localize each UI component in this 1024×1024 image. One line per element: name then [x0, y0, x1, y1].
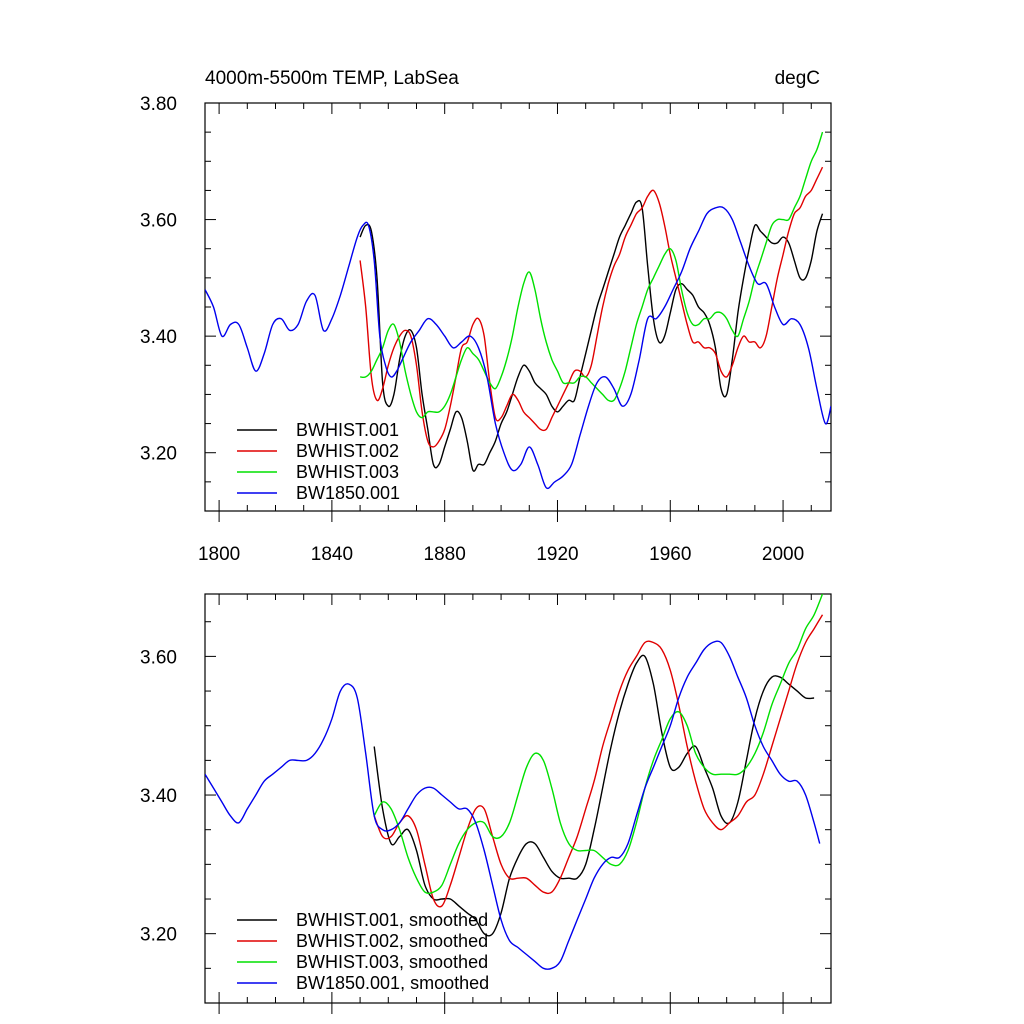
y-tick-label: 3.80 [140, 94, 177, 115]
legend-label: BWHIST.002 [296, 441, 399, 461]
legend-label: BWHIST.003, smoothed [296, 952, 488, 972]
panel-title-right: degC [775, 68, 820, 89]
series-line-bw1850-001 [205, 206, 831, 490]
plot-frame [204, 593, 832, 1004]
x-tick-label: 1920 [536, 544, 578, 565]
series-line-bwhist-002 [359, 166, 824, 448]
chart-panel-top: 1800 1840 1880 1920 1960 2000 3.20 3.40 3.60 3.80… [140, 94, 832, 565]
y-tick-label: 3.60 [140, 211, 177, 232]
series-line-bw1850-001-smoothed [205, 640, 821, 970]
x-tick-label: 1840 [311, 544, 353, 565]
legend-label: BW1850.001, smoothed [296, 973, 489, 993]
series-line-bwhist-001 [359, 199, 824, 472]
x-tick-label: 1800 [198, 544, 240, 565]
legend-label: BWHIST.003 [296, 462, 399, 482]
series-line-bwhist-003 [360, 131, 824, 419]
x-tick-label: 1880 [424, 544, 466, 565]
legend-label: BWHIST.001, smoothed [296, 910, 488, 930]
series-line-bwhist-001-smoothed [373, 654, 815, 937]
series-line-bwhist-002-smoothed [373, 614, 824, 908]
legend-label: BWHIST.001 [296, 420, 399, 440]
panel-title-left: 4000m-5500m TEMP, LabSea [205, 68, 459, 89]
y-tick-label: 3.60 [140, 647, 177, 668]
legend-label: BWHIST.002, smoothed [296, 931, 488, 951]
y-tick-label: 3.40 [140, 327, 177, 348]
y-tick-label: 3.20 [140, 444, 177, 465]
y-tick-label: 3.40 [140, 786, 177, 807]
series-line-bwhist-003-smoothed [373, 594, 824, 895]
legend-label: BW1850.001 [296, 483, 400, 503]
y-tick-label: 3.20 [140, 925, 177, 946]
x-tick-label: 1960 [649, 544, 691, 565]
x-tick-label: 2000 [762, 544, 804, 565]
